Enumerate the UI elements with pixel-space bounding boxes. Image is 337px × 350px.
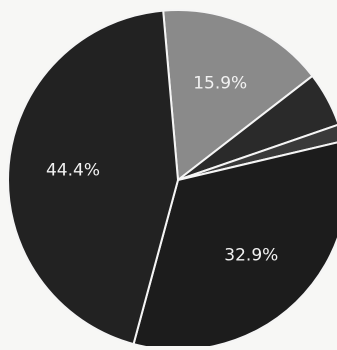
labels-layer: 15.9% 32.9% 44.4% — [46, 73, 278, 265]
pie-slice-0 — [162, 9, 314, 181]
pie-slice-4 — [7, 9, 179, 346]
pie-slice-2 — [177, 124, 337, 181]
slice-label-3: 32.9% — [224, 246, 278, 266]
slice-label-4: 44.4% — [46, 161, 100, 181]
slices-layer — [7, 9, 337, 350]
slice-label-0: 15.9% — [193, 73, 247, 93]
pie-slice-1 — [177, 74, 337, 181]
